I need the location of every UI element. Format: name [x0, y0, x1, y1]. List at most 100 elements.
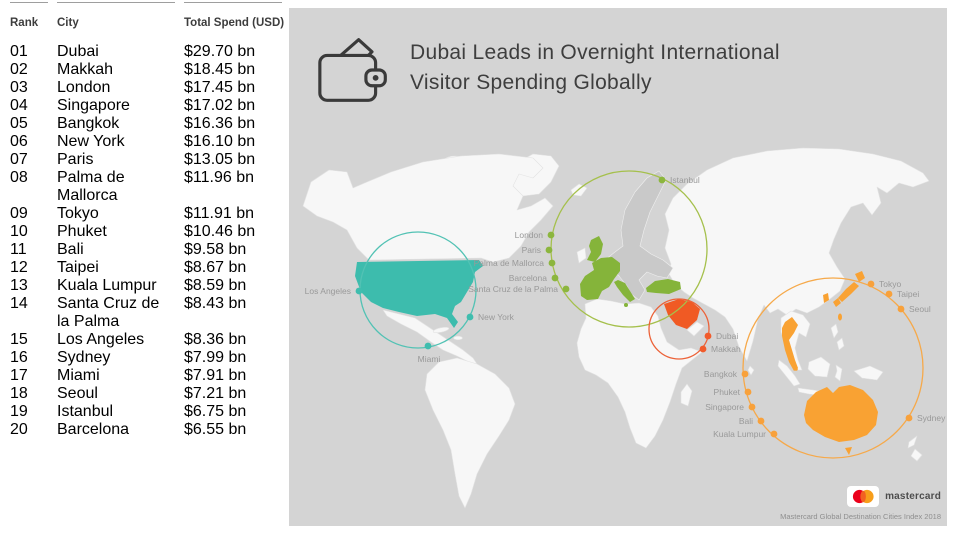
city-marker-palma-de-mallorca: Palma de Mallorca — [474, 258, 556, 268]
city-cell: Kuala Lumpur — [57, 277, 157, 294]
country-usa — [355, 260, 483, 328]
city-label: Santa Cruz de la Palma — [468, 284, 558, 294]
page-title: Dubai Leads in Overnight International V… — [410, 38, 780, 98]
spend-cell: $17.45 bn — [184, 79, 256, 96]
country-japan — [833, 271, 865, 307]
city-label: Taipei — [897, 289, 919, 299]
spend-cell: $10.46 bn — [184, 223, 256, 240]
rank-cell: 01 — [10, 43, 28, 60]
city-dot — [704, 332, 712, 340]
city-dot — [744, 388, 752, 396]
city-cell: Phuket — [57, 223, 107, 240]
city-dot — [699, 345, 707, 353]
rank-cell: 05 — [10, 115, 28, 132]
rank-cell: 07 — [10, 151, 28, 168]
landmass-south-america — [424, 357, 516, 509]
city-marker-santa-cruz-de-la-palma: Santa Cruz de la Palma — [468, 284, 570, 294]
city-marker-tokyo: Tokyo — [867, 279, 901, 289]
rank-cell: 19 — [10, 403, 28, 420]
city-label: Bali — [739, 416, 753, 426]
page-title-line1: Dubai Leads in Overnight International — [410, 41, 780, 64]
city-marker-dubai: Dubai — [704, 331, 738, 341]
rank-cell: 08 — [10, 169, 28, 186]
city-cell: Seoul — [57, 385, 98, 402]
spend-cell: $17.02 bn — [184, 97, 256, 114]
city-label: Paris — [522, 245, 541, 255]
spend-column-header: Total Spend (USD) — [184, 2, 284, 43]
landmass-new-zealand — [907, 435, 923, 462]
city-marker-bangkok: Bangkok — [704, 369, 749, 379]
city-label: Kuala Lumpur — [713, 429, 766, 439]
landmass-caribbean — [432, 326, 463, 341]
city-column-header: City — [57, 2, 175, 43]
spend-cell: $16.10 bn — [184, 133, 256, 150]
city-marker-istanbul: Istanbul — [658, 175, 700, 185]
city-cell: Los Angeles — [57, 331, 145, 348]
region-circle-asia_pacific — [742, 277, 924, 459]
city-label: Bangkok — [704, 369, 738, 379]
city-dot — [658, 176, 666, 184]
country-saudi-arabia — [664, 299, 700, 329]
city-cell: Santa Cruz de la Palma — [57, 295, 160, 330]
spend-cell: $18.45 bn — [184, 61, 256, 78]
city-marker-barcelona: Barcelona — [509, 273, 559, 283]
spend-cell: $16.36 bn — [184, 115, 256, 132]
city-cell: Singapore — [57, 97, 130, 114]
city-cell: Bali — [57, 241, 84, 258]
city-label: Phuket — [714, 387, 741, 397]
country-uk — [587, 236, 603, 262]
table-header-row: Rank City Total Spend (USD) — [10, 2, 284, 43]
city-cell: Tokyo — [57, 205, 99, 222]
spend-cell: $6.55 bn — [184, 421, 247, 438]
country-france-iberia — [580, 257, 620, 300]
world-map: Los Angeles New York Miami London Paris Palma… — [302, 147, 946, 509]
city-cell: Palma de Mallorca — [57, 169, 125, 204]
landmass-africa — [576, 298, 703, 449]
city-dot — [355, 287, 363, 295]
rank-cell: 16 — [10, 349, 28, 366]
spend-cell: $7.21 bn — [184, 385, 247, 402]
city-label: Singapore — [705, 402, 744, 412]
table-body: 01 Dubai $29.70 bn 02 Makkah $18.45 bn 0… — [10, 43, 282, 439]
landmass-philippines — [830, 323, 845, 351]
city-label: Miami — [418, 354, 441, 364]
city-cell: Istanbul — [57, 403, 114, 420]
city-cell: Miami — [57, 367, 100, 384]
spend-cell: $6.75 bn — [184, 403, 247, 420]
landmass-arabia-south — [686, 321, 705, 337]
city-label: Barcelona — [509, 273, 548, 283]
mastercard-wordmark: mastercard — [885, 491, 941, 502]
city-marker-london: London — [515, 230, 555, 240]
page-title-line2: Visitor Spending Globally — [410, 71, 652, 94]
city-dot — [424, 342, 432, 350]
city-markers-layer: Los Angeles New York Miami London Paris Palma… — [305, 175, 946, 439]
city-dot — [741, 370, 749, 378]
spend-cell: $13.05 bn — [184, 151, 256, 168]
landmass-sri-lanka — [747, 365, 755, 376]
spend-cell: $8.67 bn — [184, 259, 247, 276]
city-label: Makkah — [711, 344, 741, 354]
city-label: Dubai — [716, 331, 738, 341]
spend-cell: $7.99 bn — [184, 349, 247, 366]
city-dot — [867, 280, 875, 288]
ranking-table: Rank City Total Spend (USD) 01 Dubai $29… — [10, 2, 284, 439]
city-label: Sydney — [917, 413, 946, 423]
city-marker-singapore: Singapore — [705, 402, 756, 412]
rank-cell: 18 — [10, 385, 28, 402]
city-marker-bali: Bali — [739, 416, 765, 426]
rank-cell: 11 — [10, 241, 27, 258]
city-cell: Sydney — [57, 349, 111, 366]
city-cell: London — [57, 79, 111, 96]
city-cell: Taipei — [57, 259, 99, 276]
region-circle-middle_east — [648, 298, 710, 360]
city-label: Palma de Mallorca — [474, 258, 545, 268]
city-label: Los Angeles — [305, 286, 351, 296]
rank-cell: 13 — [10, 277, 28, 294]
city-marker-paris: Paris — [522, 245, 553, 255]
city-cell: Paris — [57, 151, 94, 168]
map-panel: Los Angeles New York Miami London Paris Palma… — [289, 8, 947, 526]
city-dot — [548, 259, 556, 267]
spend-cell: $29.70 bn — [184, 43, 256, 60]
mastercard-logo — [847, 486, 880, 507]
